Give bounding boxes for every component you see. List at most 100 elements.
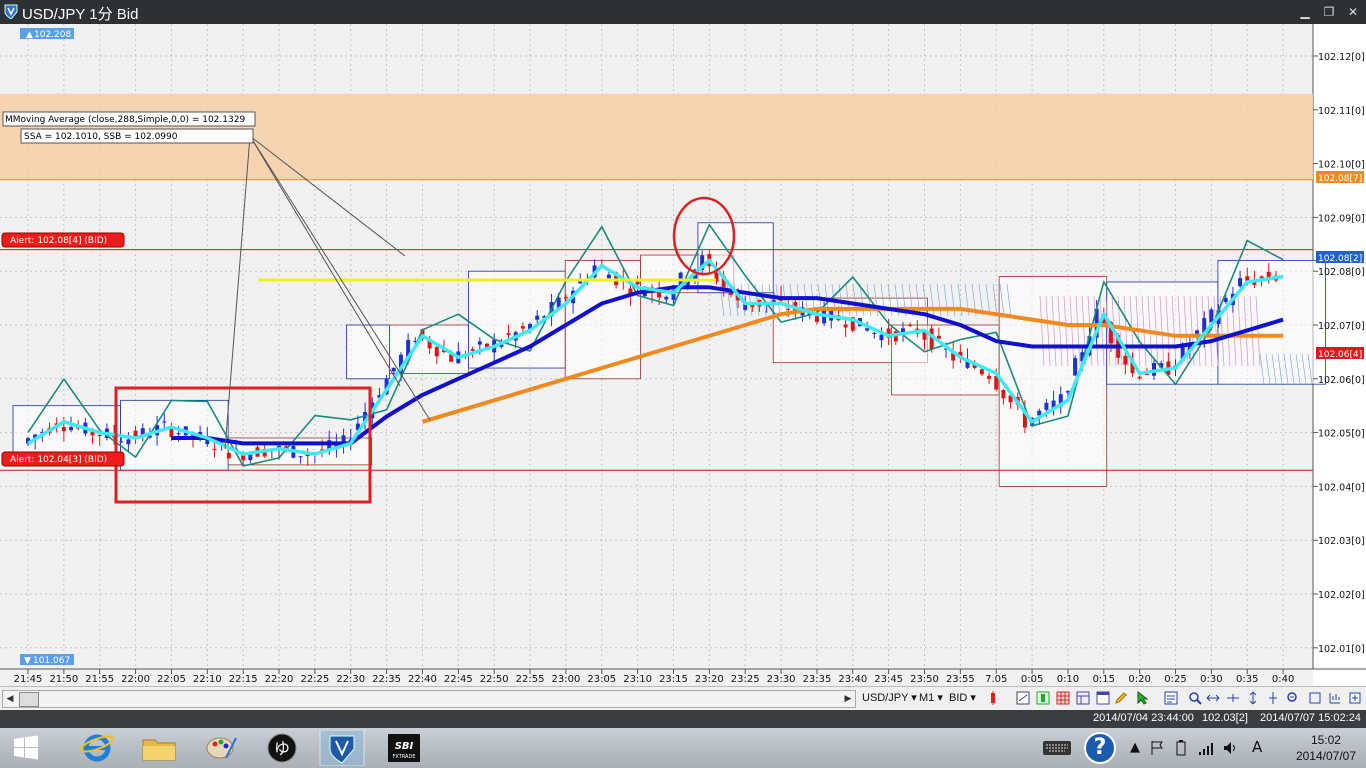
time-tick-label: 22:35 [372, 674, 401, 685]
candle-body [872, 332, 877, 334]
alert-lower-label: Alert: 102.04[3] (BID) [10, 455, 107, 465]
symbol-dropdown[interactable]: USD/JPY ▾ [862, 692, 917, 704]
candle-body [929, 328, 934, 350]
candle-body [391, 367, 396, 372]
scale-icon[interactable] [1328, 691, 1342, 705]
candle-body [169, 426, 174, 438]
candle-icon[interactable] [1036, 691, 1050, 705]
candle-body [162, 421, 167, 423]
orange-ma-line [421, 306, 1284, 424]
candle-body [1245, 276, 1250, 281]
expand-horizontal-icon[interactable] [1206, 691, 1220, 705]
candle-body [413, 340, 418, 342]
cursor-icon[interactable] [1136, 691, 1150, 705]
expand-vertical-icon[interactable] [1246, 691, 1260, 705]
side-dropdown[interactable]: BID ▾ [949, 692, 976, 704]
zoom-icon[interactable] [1188, 691, 1202, 705]
candle-body [1058, 394, 1063, 407]
volume-icon[interactable] [1222, 740, 1238, 756]
candle-body [147, 435, 152, 438]
zoom-out-icon[interactable] [1286, 691, 1300, 705]
kumo-hatch [1295, 353, 1301, 385]
fit-icon[interactable] [1308, 691, 1322, 705]
candle-body [90, 429, 95, 436]
candle-body [671, 290, 676, 300]
status-server-time: 2014/07/07 15:02:24 [1260, 712, 1361, 724]
settings-icon[interactable] [1348, 691, 1362, 705]
internet-explorer-icon[interactable] [73, 730, 121, 766]
windows-start-icon[interactable] [2, 730, 50, 766]
time-tick-label: 0:25 [1164, 674, 1186, 685]
price-chart[interactable]: 102.12[0] 102.11[0] 102.10[0] 102.09[0] 102.… [0, 24, 1366, 686]
scroll-thumb[interactable] [19, 692, 39, 707]
candle-body [1037, 410, 1042, 416]
paint-icon[interactable] [196, 730, 244, 766]
blue-ma-line [171, 285, 1284, 446]
candle-body [535, 315, 540, 320]
kumo-hatch [1259, 353, 1265, 385]
keyboard-icon[interactable] [1042, 738, 1072, 758]
horizontal-scrollbar[interactable]: ◀ ▶ [2, 690, 856, 708]
svg-text:▼: ▼ [24, 656, 31, 666]
kumo-hatch [1189, 295, 1195, 367]
pencil-icon[interactable] [1114, 691, 1128, 705]
sbi-fxtrade-icon[interactable]: SBI FXTRADE [380, 730, 428, 766]
battery-icon[interactable] [1174, 740, 1188, 756]
trading-app-icon[interactable] [318, 730, 366, 766]
candle-body [1065, 391, 1070, 393]
scroll-left-button[interactable]: ◀ [6, 694, 14, 704]
time-tick-label: 22:05 [157, 674, 186, 685]
kumo-hatch [1159, 295, 1165, 367]
layout-icon[interactable] [1164, 691, 1178, 705]
candle-body [900, 328, 905, 334]
low-marker-label: 101.067 [33, 656, 70, 666]
candle-body [814, 316, 819, 322]
alert-upper[interactable]: Alert: 102.08[4] (BID) [1, 232, 125, 248]
kumo-hatch [1213, 295, 1219, 367]
teal-line [27, 223, 1284, 467]
kumo-hatch [1171, 295, 1177, 367]
kumo-hatch [1307, 353, 1313, 385]
chart-type-icon[interactable] [1016, 691, 1030, 705]
time-tick-label: 23:30 [767, 674, 796, 685]
network-icon[interactable] [1198, 740, 1214, 756]
shrink-vertical-icon[interactable] [1266, 691, 1280, 705]
window-icon[interactable] [1096, 691, 1110, 705]
candle-body [714, 269, 719, 282]
clock[interactable]: 15:02 2014/07/07 [1296, 732, 1356, 764]
candle-body [865, 328, 870, 331]
candle-body [140, 428, 145, 437]
candle-body [1001, 390, 1006, 399]
table-icon[interactable] [1076, 691, 1090, 705]
restore-button[interactable]: ❐ [1323, 5, 1335, 19]
time-tick-label: 0:05 [1021, 674, 1043, 685]
scroll-right-button[interactable]: ▶ [844, 694, 852, 704]
candle-body [628, 288, 633, 296]
candle-body [908, 324, 913, 326]
close-button[interactable]: ✕ [1347, 5, 1359, 19]
price-tick-label: 102.03[0] [1318, 536, 1365, 547]
file-explorer-icon[interactable] [135, 730, 183, 766]
candle-body [721, 275, 726, 288]
price-axis: 102.12[0] 102.11[0] 102.10[0] 102.09[0] 102.… [1313, 52, 1365, 655]
flag-icon[interactable] [1150, 740, 1164, 756]
candle-body [1152, 363, 1157, 376]
minimize-button[interactable]: ▁ [1300, 5, 1310, 19]
shrink-horizontal-icon[interactable] [1226, 691, 1240, 705]
time-tick-label: 22:00 [121, 674, 150, 685]
tooltip-connector [249, 135, 431, 421]
yu-app-icon[interactable]: ゆ [258, 730, 306, 766]
candle-body [606, 274, 611, 279]
candle-body [750, 305, 755, 307]
candle-body [1073, 358, 1078, 376]
candle-body [226, 453, 231, 459]
tray-expand-icon[interactable]: ▲ [1130, 740, 1140, 755]
alert-lower[interactable]: Alert: 102.04[3] (BID) [1, 451, 125, 467]
alert-upper-label: Alert: 102.08[4] (BID) [10, 236, 107, 246]
time-tick-label: 23:05 [587, 674, 616, 685]
grid-icon[interactable] [1056, 691, 1070, 705]
ime-indicator[interactable]: A [1252, 738, 1263, 756]
period-dropdown[interactable]: M1 ▾ [919, 692, 943, 704]
bar-style-icon[interactable] [986, 691, 1000, 705]
help-icon[interactable]: ? [1084, 732, 1116, 764]
